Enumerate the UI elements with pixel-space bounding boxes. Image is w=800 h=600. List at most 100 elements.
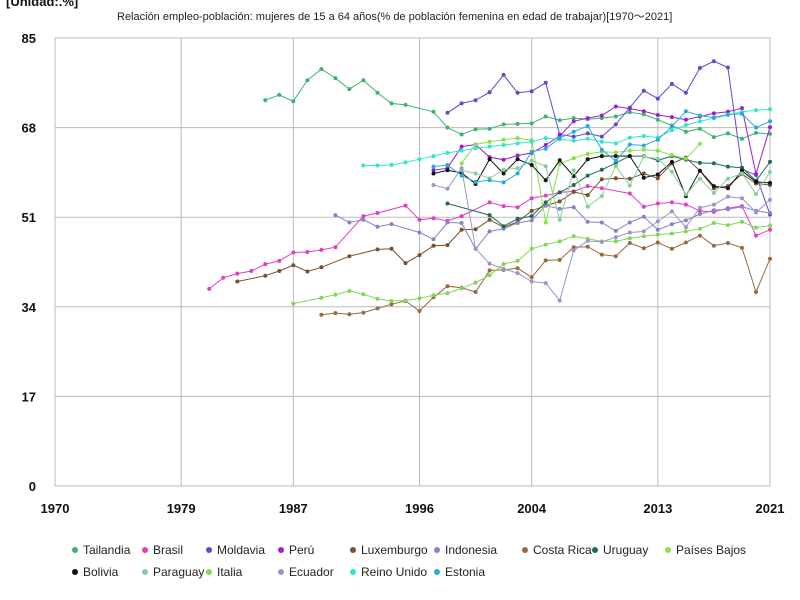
data-point [263,273,268,278]
legend-label: Tailandia [83,543,131,557]
data-point [599,186,604,191]
data-point [417,253,422,258]
data-point [501,157,506,162]
data-point [754,290,758,294]
data-point [529,279,534,284]
data-point [403,261,408,266]
data-point [655,232,660,237]
data-point [459,286,464,291]
legend-marker [522,547,528,553]
data-point [768,107,772,112]
data-point [375,163,380,168]
data-point [655,227,660,232]
data-point [515,157,520,162]
data-point [263,262,268,267]
legend-marker [142,547,148,553]
data-point [655,137,660,142]
data-point [641,147,646,152]
data-point [529,139,534,144]
data-point [445,220,450,225]
data-point [473,171,478,176]
data-point [613,122,618,127]
data-point [375,247,380,252]
data-point [375,296,380,301]
legend-label: Costa Rica [533,543,592,557]
data-point [697,66,702,70]
data-point [655,156,660,161]
series-estonia [431,109,772,185]
data-point [319,247,324,252]
legend-marker [278,547,284,553]
data-point [473,280,478,285]
data-point [740,196,744,201]
data-point [543,193,548,198]
data-point [725,223,730,228]
data-point [613,154,618,159]
legend-label: Estonia [445,565,486,579]
data-point [697,141,702,146]
data-point [235,271,240,276]
data-point [277,92,282,97]
data-point [445,201,450,206]
data-point [768,211,772,215]
legend-label: Paraguay [153,565,205,579]
data-point [515,171,520,176]
data-point [641,246,646,251]
x-tick-label: 2004 [517,501,547,516]
data-point [768,197,772,202]
data-point [515,271,520,276]
data-point [711,202,716,207]
data-point [515,90,520,95]
data-point [627,183,632,188]
data-point [557,199,562,204]
data-point [319,312,324,317]
data-point [669,81,674,86]
data-point [417,230,422,235]
data-point [543,242,548,247]
data-point [501,122,506,127]
legend-label: Italia [217,565,243,579]
legend-item: Tailandia [72,543,130,557]
data-point [655,176,660,181]
data-point [487,178,492,183]
data-point [473,142,478,147]
data-point [305,250,310,254]
data-point [740,165,744,170]
data-point [389,163,394,167]
data-point [529,149,534,154]
data-point [557,298,562,303]
data-point [445,243,450,248]
data-point [487,273,492,278]
data-point [599,194,604,199]
data-point [768,131,772,136]
data-point [725,241,730,245]
data-point [487,268,492,273]
data-point [725,112,730,117]
data-point [754,108,758,113]
series-tailandia [263,67,772,141]
data-point [543,220,548,225]
data-point [613,158,618,163]
data-point [529,89,534,94]
data-point [459,161,464,166]
data-point [571,134,576,139]
data-point [740,245,744,250]
data-point [641,175,646,180]
data-point [277,269,282,273]
data-point [740,106,744,111]
series-uruguay [445,154,772,229]
data-point [627,110,632,115]
legend-item: Estonia [434,565,485,579]
data-point [768,223,772,228]
data-point [389,222,394,227]
data-point [501,143,506,147]
data-point [529,275,534,280]
data-point [641,171,646,176]
data-point [655,240,660,245]
data-point [515,153,520,158]
data-point [740,204,744,209]
data-point [613,239,618,244]
data-point [459,132,464,137]
data-point [333,245,338,250]
series-line [293,221,771,305]
